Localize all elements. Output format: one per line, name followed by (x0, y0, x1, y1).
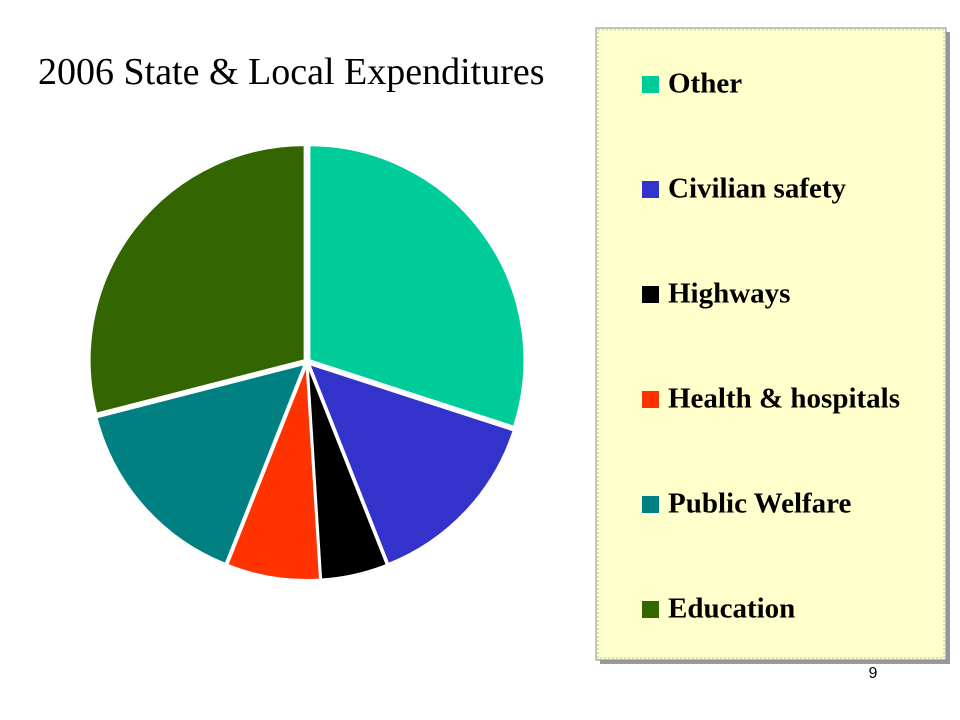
legend-label: Civilian safety (668, 173, 847, 205)
legend: Other Civilian safety Highways Health & hos… (642, 68, 900, 625)
legend-label: Public Welfare (668, 488, 852, 520)
legend-label: Education (668, 593, 795, 625)
pie-slice (226, 364, 322, 581)
legend-box (595, 27, 947, 661)
pie-slice (306, 364, 389, 581)
legend-label: Highways (668, 278, 790, 310)
pie-slice (308, 144, 526, 428)
legend-label: Health & hospitals (668, 383, 900, 415)
legend-swatch (642, 286, 659, 303)
legend-border (597, 29, 945, 659)
chart-title: 2006 State & Local Expenditures (38, 51, 545, 93)
legend-swatch (642, 496, 659, 513)
legend-swatch (642, 601, 659, 618)
pie-slice (95, 362, 307, 566)
legend-swatch (642, 181, 659, 198)
pie-slice (88, 144, 306, 415)
legend-label: Other (668, 68, 742, 100)
pie (88, 144, 526, 581)
legend-swatch (642, 76, 659, 93)
legend-swatch (642, 391, 659, 408)
page-number: 9 (869, 665, 878, 682)
pie-slice (307, 362, 515, 566)
